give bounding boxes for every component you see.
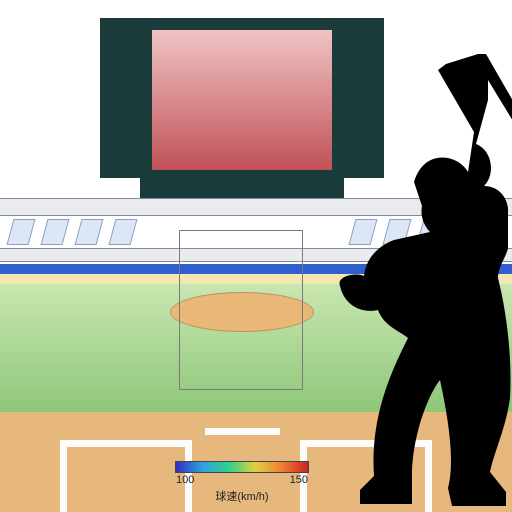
legend-tick-100: 100 bbox=[176, 474, 194, 486]
stand-window bbox=[7, 219, 36, 245]
speed-legend-bar bbox=[176, 462, 308, 472]
speed-legend-ticks: 100 150 bbox=[176, 474, 308, 486]
box-line bbox=[205, 428, 280, 435]
pitch-zone-diagram: 100 150 球速(km/h) bbox=[0, 0, 512, 512]
batter-path bbox=[339, 54, 512, 506]
box-line bbox=[60, 440, 185, 447]
stand-window bbox=[75, 219, 104, 245]
strike-zone bbox=[179, 230, 303, 390]
stand-window bbox=[41, 219, 70, 245]
stand-window bbox=[109, 219, 138, 245]
batter-silhouette bbox=[300, 54, 512, 512]
speed-legend-label: 球速(km/h) bbox=[176, 488, 308, 504]
box-line bbox=[60, 440, 67, 512]
